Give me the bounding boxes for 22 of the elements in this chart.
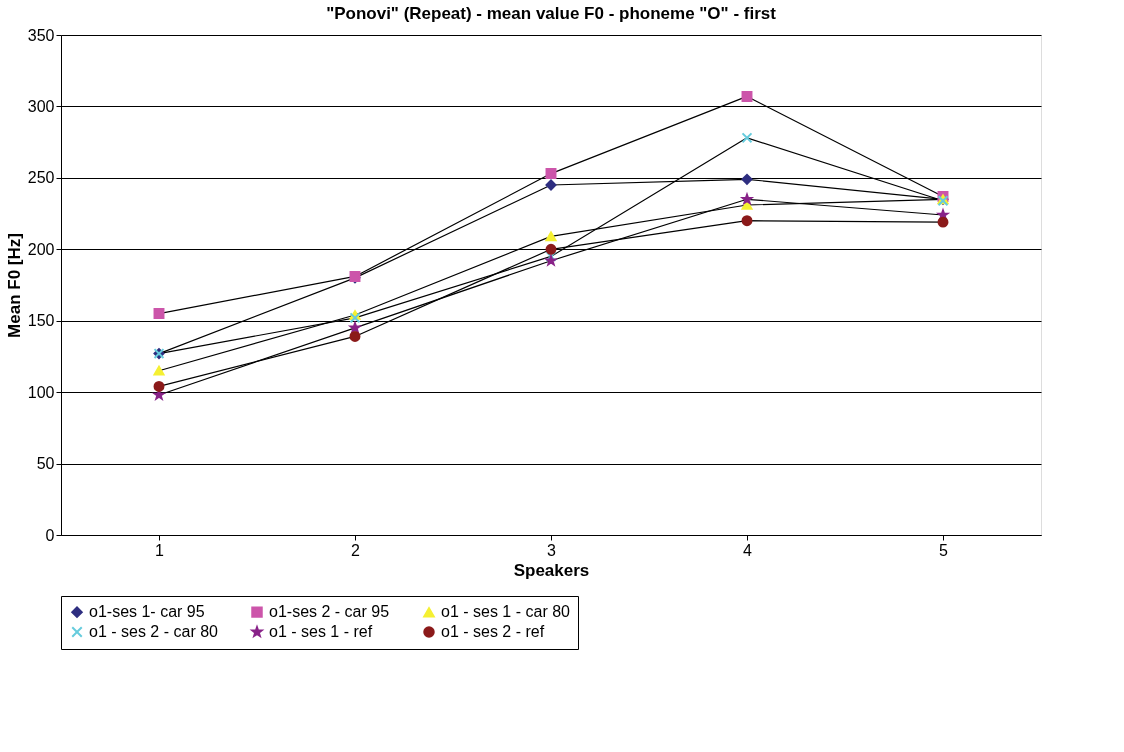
y-tick-label: 0 bbox=[45, 526, 55, 544]
legend-label: o1 - ses 1 - ref bbox=[269, 623, 373, 640]
y-tick-label: 350 bbox=[27, 26, 55, 44]
chart-title: "Ponovi" (Repeat) - mean value F0 - phoneme "O" - first bbox=[326, 4, 777, 23]
y-tick-label: 200 bbox=[27, 240, 55, 258]
legend-label: o1-ses 2 - car 95 bbox=[269, 603, 390, 621]
legend-label: o1-ses 1- car 95 bbox=[89, 603, 205, 621]
x-tick-label: 3 bbox=[547, 541, 557, 559]
y-tick-label: 250 bbox=[27, 169, 55, 187]
legend-label: o1 - ses 2 - car 80 bbox=[89, 623, 219, 640]
x-tick-label: 5 bbox=[939, 541, 949, 559]
y-axis-title: Mean F0 [Hz] bbox=[4, 233, 24, 338]
legend-label: o1 - ses 2 - ref bbox=[441, 623, 545, 640]
y-tick-label: 300 bbox=[27, 97, 55, 115]
y-tick-label: 150 bbox=[27, 312, 55, 330]
x-tick-label: 1 bbox=[155, 541, 165, 559]
x-tick-label: 2 bbox=[351, 541, 361, 559]
x-axis-title: Speakers bbox=[513, 560, 590, 580]
y-tick-label: 100 bbox=[27, 383, 55, 401]
y-tick-label: 50 bbox=[36, 455, 55, 473]
legend-label: o1 - ses 1 - car 80 bbox=[441, 603, 571, 621]
x-tick-label: 4 bbox=[743, 541, 753, 559]
